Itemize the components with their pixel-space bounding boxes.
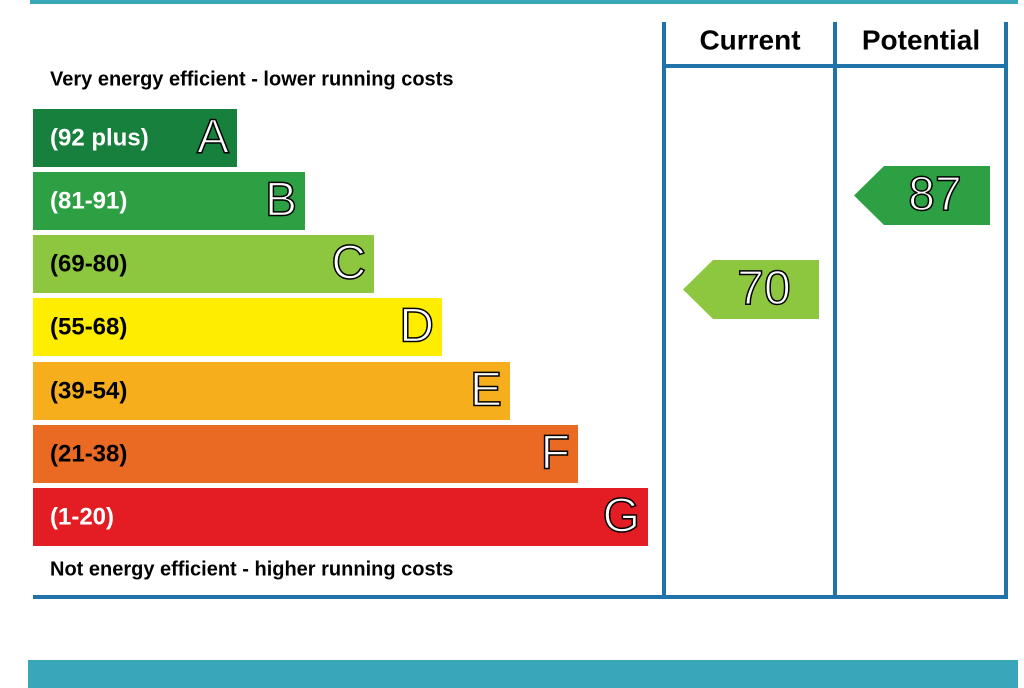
current-header: Current (699, 24, 800, 55)
potential-value: 87 (908, 168, 961, 221)
band-bar (33, 362, 510, 420)
band-range: (39-54) (50, 377, 127, 404)
band-letter: A (197, 111, 229, 164)
band-letter: D (399, 300, 434, 353)
band-bar (33, 109, 237, 167)
band-letter: C (331, 237, 366, 290)
band-range: (81-91) (50, 187, 127, 214)
band-range: (55-68) (50, 313, 127, 340)
potential-header: Potential (862, 24, 980, 55)
band-letter: E (470, 364, 502, 417)
band-range: (21-38) (50, 440, 127, 467)
band-range: (1-20) (50, 503, 114, 530)
current-arrow (683, 260, 819, 319)
band-letter: G (603, 490, 640, 543)
bottom-bar (28, 660, 1018, 688)
bottom-note: Not energy efficient - higher running co… (50, 558, 453, 580)
bands: (92 plus) A (81-91) B (69-80) C (55-68) D (39-54… (33, 109, 648, 546)
frame (33, 22, 1008, 599)
band-range: (92 plus) (50, 124, 149, 151)
band-bar (33, 172, 305, 230)
band-bar (33, 298, 442, 356)
top-note: Very energy efficient - lower running co… (50, 68, 453, 90)
band-bar (33, 425, 578, 483)
potential-arrow (854, 166, 990, 225)
band-bar (33, 488, 648, 546)
top-rule (30, 0, 1018, 4)
band-range: (69-80) (50, 250, 127, 277)
band-bar (33, 235, 374, 293)
band-letter: B (265, 174, 297, 227)
arrows: 70 87 (683, 166, 990, 319)
band-letter: F (541, 427, 570, 480)
current-value: 70 (737, 262, 790, 315)
